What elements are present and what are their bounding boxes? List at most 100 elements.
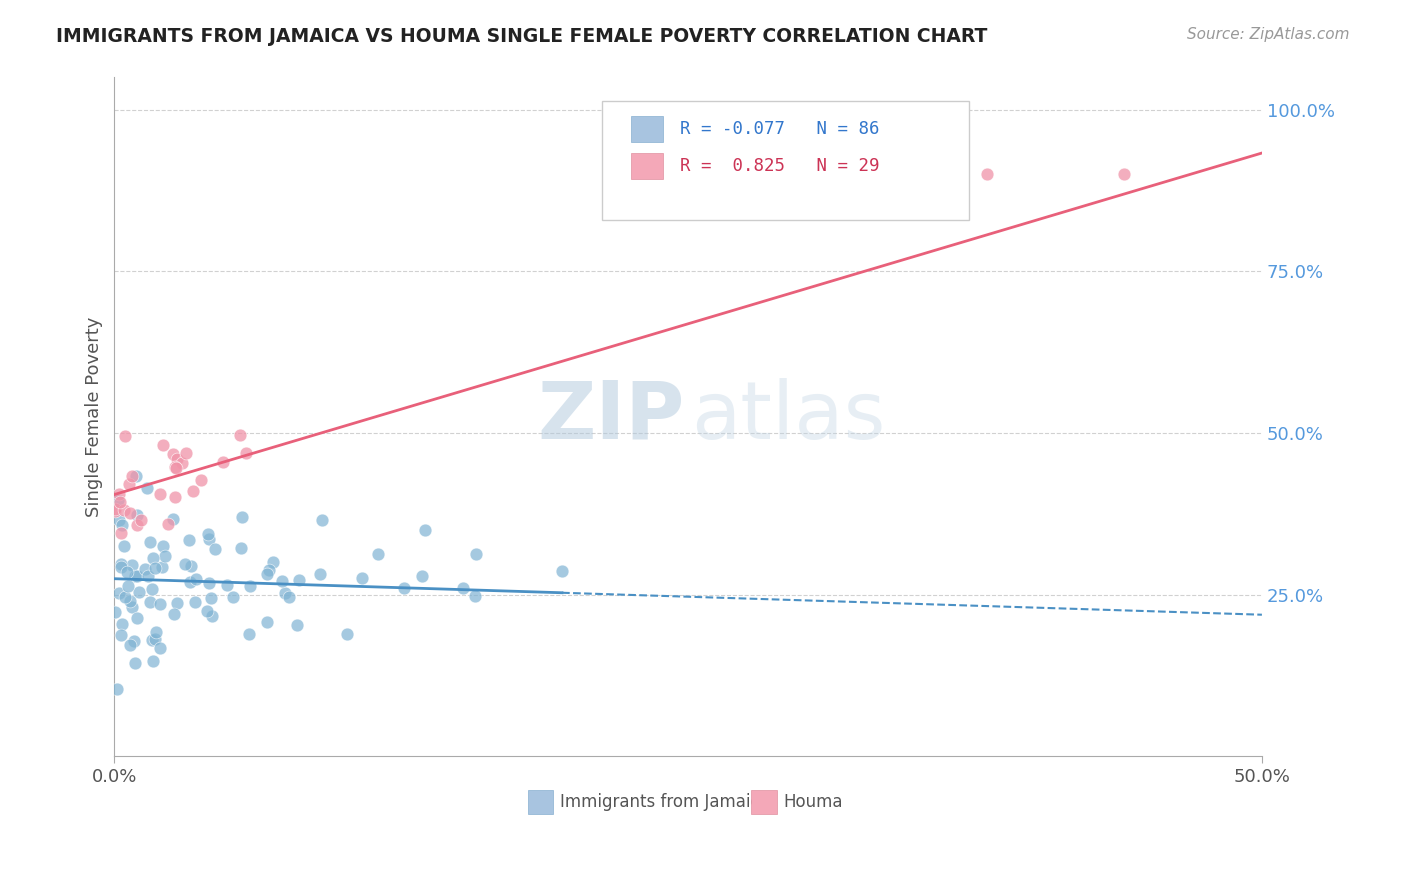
Point <box>262 555 284 569</box>
Point <box>108 495 131 509</box>
Point <box>278 590 301 604</box>
Point <box>179 575 201 590</box>
Point <box>125 611 148 625</box>
Bar <box>631 153 662 179</box>
Point <box>411 569 433 583</box>
Point <box>976 168 998 182</box>
Text: R = -0.077   N = 86: R = -0.077 N = 86 <box>681 120 880 138</box>
Point <box>115 565 138 579</box>
Point <box>118 477 141 491</box>
Point <box>150 559 173 574</box>
Point <box>141 632 163 647</box>
Point <box>122 634 145 648</box>
Point <box>141 582 163 597</box>
Point <box>184 572 207 586</box>
Point <box>239 579 262 593</box>
Point <box>200 591 222 606</box>
Point <box>215 578 238 592</box>
Point <box>107 493 129 508</box>
Text: Houma: Houma <box>783 793 842 811</box>
Point <box>201 608 224 623</box>
Point <box>163 607 186 622</box>
Point <box>166 596 188 610</box>
Point <box>114 591 136 605</box>
Point <box>118 506 141 520</box>
Point <box>156 517 179 532</box>
Point <box>181 483 204 498</box>
Point <box>228 428 250 442</box>
Point <box>129 513 152 527</box>
Point <box>128 585 150 599</box>
Point <box>184 595 207 609</box>
Point <box>1114 168 1136 182</box>
Point <box>174 557 197 571</box>
Point <box>465 547 488 561</box>
Point <box>235 445 257 459</box>
Point <box>134 562 156 576</box>
Text: ZIP: ZIP <box>537 378 685 456</box>
Point <box>152 437 174 451</box>
Point <box>121 468 143 483</box>
Point <box>121 599 143 614</box>
Point <box>108 586 131 600</box>
Point <box>231 541 253 556</box>
Point <box>111 517 134 532</box>
Point <box>464 590 486 604</box>
Point <box>174 446 197 460</box>
Point <box>413 523 436 537</box>
Point <box>149 487 172 501</box>
Point <box>120 638 142 652</box>
Point <box>145 625 167 640</box>
Point <box>127 508 149 522</box>
Point <box>231 509 253 524</box>
Text: atlas: atlas <box>692 378 886 456</box>
Point <box>111 617 134 632</box>
Point <box>285 618 308 632</box>
Point <box>451 581 474 595</box>
Text: IMMIGRANTS FROM JAMAICA VS HOUMA SINGLE FEMALE POVERTY CORRELATION CHART: IMMIGRANTS FROM JAMAICA VS HOUMA SINGLE … <box>56 27 987 45</box>
Point <box>117 579 139 593</box>
Point <box>551 564 574 578</box>
Point <box>163 490 186 504</box>
Point <box>170 456 193 470</box>
Bar <box>527 790 553 814</box>
Point <box>104 504 127 518</box>
Point <box>143 632 166 647</box>
Point <box>177 533 200 548</box>
Point <box>112 539 135 553</box>
Point <box>127 568 149 582</box>
FancyBboxPatch shape <box>602 101 969 220</box>
Point <box>270 574 292 588</box>
Point <box>308 566 330 581</box>
Point <box>105 682 128 697</box>
Point <box>198 576 221 591</box>
Point <box>121 558 143 572</box>
Point <box>311 513 333 527</box>
Point <box>139 534 162 549</box>
Point <box>149 597 172 611</box>
Point <box>256 566 278 581</box>
Text: R =  0.825   N = 29: R = 0.825 N = 29 <box>681 157 880 176</box>
Point <box>257 564 280 578</box>
Bar <box>631 116 662 142</box>
Y-axis label: Single Female Poverty: Single Female Poverty <box>86 317 103 517</box>
Point <box>352 571 374 585</box>
Point <box>162 511 184 525</box>
Point <box>110 560 132 574</box>
Point <box>155 549 177 563</box>
Point <box>204 541 226 556</box>
Point <box>118 593 141 607</box>
Point <box>108 513 131 527</box>
Point <box>110 558 132 572</box>
Point <box>288 573 311 587</box>
Point <box>195 604 218 618</box>
Bar <box>751 790 776 814</box>
Point <box>104 502 127 516</box>
Point <box>392 581 415 595</box>
Point <box>162 447 184 461</box>
Point <box>114 503 136 517</box>
Point <box>197 526 219 541</box>
Point <box>136 481 159 495</box>
Point <box>212 455 235 469</box>
Point <box>238 627 260 641</box>
